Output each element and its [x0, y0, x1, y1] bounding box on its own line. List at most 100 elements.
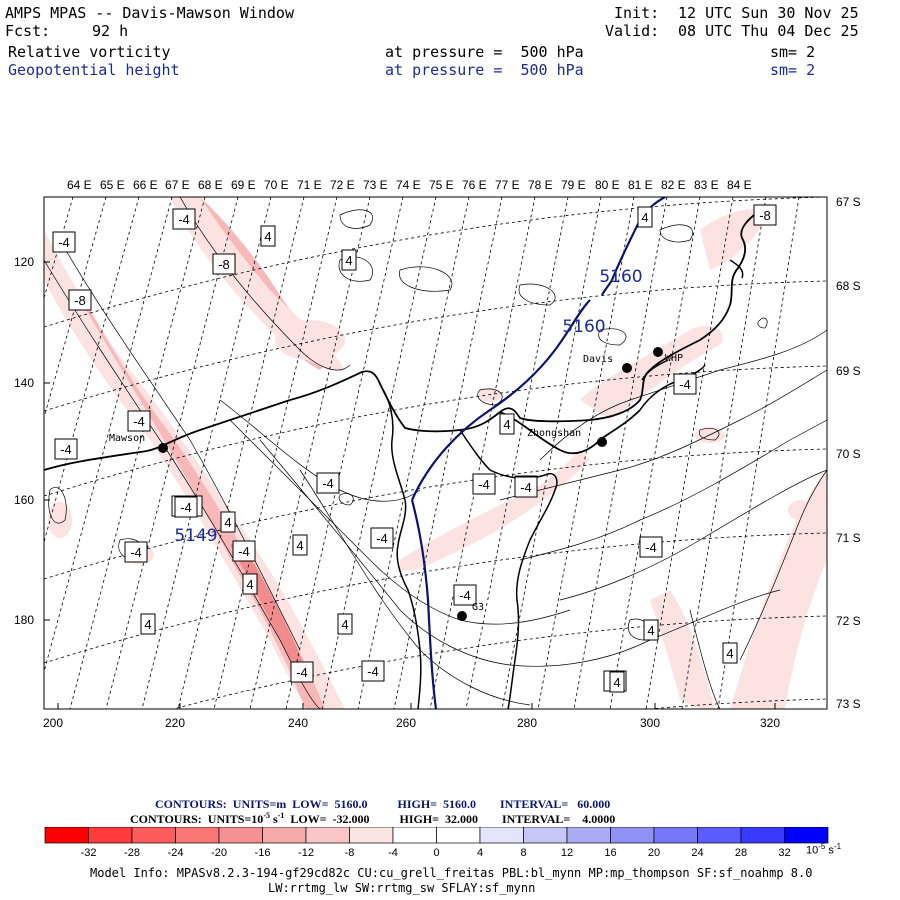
svg-text:4: 4: [647, 623, 654, 638]
colorbar-swatch: [262, 827, 307, 844]
meridian-line: [249, 197, 371, 709]
svg-text:-4: -4: [478, 477, 490, 492]
vort-contour-label: 4: [609, 671, 625, 693]
lon-label: 78 E: [528, 178, 553, 192]
station-dot-whp: [653, 347, 663, 357]
x-tick-label: 200: [43, 716, 64, 730]
vorticity-labels: -4-444-8-8-44-8-4-44-4-4-8-124-44-4-44-4…: [52, 204, 777, 693]
lon-label: 79 E: [561, 178, 586, 192]
vort-contour-label: -4: [316, 472, 340, 494]
vorticity-shading: [44, 197, 827, 709]
height-labels: 5160 5160 5149: [174, 267, 642, 546]
meridian-line: [609, 197, 701, 709]
vort-contour-label: 4: [140, 613, 156, 635]
field1-name: Relative vorticity: [8, 43, 171, 61]
lat-label: 71 S: [836, 531, 861, 545]
svg-text:4: 4: [613, 675, 620, 690]
svg-text:4: 4: [341, 617, 348, 632]
vort-contour-label: -4: [361, 660, 385, 682]
vort-contour-legend: CONTOURS: UNITS=10-5 s-1 LOW= -32.000 HI…: [130, 811, 616, 826]
vort-patch-small3: [478, 388, 502, 402]
station-label-davis: Davis: [583, 354, 614, 365]
svg-text:-4: -4: [178, 212, 190, 227]
colorbar-tick-label: -16: [254, 847, 271, 859]
vort-band-east: [650, 590, 715, 709]
vort-contour-label: 4: [260, 225, 276, 247]
svg-text:-8: -8: [759, 208, 771, 223]
fcst-label: Fcst:: [5, 22, 51, 40]
meridian-line: [537, 197, 635, 709]
height-contour-label: 5149: [174, 526, 217, 546]
colorbar-swatch: [784, 827, 829, 844]
lat-label: 68 S: [836, 279, 861, 293]
colorbar-tick-label: 28: [734, 847, 748, 859]
lon-label: 77 E: [495, 178, 520, 192]
svg-text:4: 4: [296, 538, 303, 553]
svg-text:-4: -4: [60, 442, 72, 457]
vort-contour-label: -4: [232, 540, 256, 562]
vort-contour-label: -4: [127, 410, 151, 432]
vort-contour-label: -8: [68, 289, 92, 311]
colorbar: [44, 827, 829, 844]
colorbar-tick-label: 24: [691, 847, 704, 859]
x-tick-label: 320: [760, 716, 781, 730]
vort-contour-label: -4: [172, 208, 196, 230]
parallel-line: [44, 448, 827, 580]
vort-contour-label: 4: [337, 613, 353, 635]
x-tick-label: 280: [517, 716, 538, 730]
lon-label: 72 E: [330, 178, 355, 192]
x-tick-label: 300: [640, 716, 661, 730]
colorbar-swatch: [88, 827, 133, 844]
vort-band-southeast: [730, 470, 827, 709]
lon-label: 75 E: [429, 178, 454, 192]
x-tick-label: 240: [288, 716, 309, 730]
lon-label: 65 E: [100, 178, 125, 192]
height-contour-legend: CONTOURS: UNITS=m LOW= 5160.0 HIGH= 5160…: [155, 797, 611, 811]
vort-contour-label: -4: [370, 527, 394, 549]
vort-contour-label: -4: [174, 496, 198, 518]
lon-label: 73 E: [363, 178, 388, 192]
parallel-line: [44, 365, 827, 497]
svg-text:-8: -8: [74, 293, 86, 308]
svg-text:-4: -4: [322, 476, 334, 491]
station-markers: [158, 347, 663, 621]
colorbar-swatch: [740, 827, 785, 844]
colorbar-swatch: [523, 827, 568, 844]
lon-label: 67 E: [165, 178, 190, 192]
lon-label: 70 E: [264, 178, 289, 192]
graticule: [44, 197, 827, 709]
field2-name: Geopotential height: [8, 61, 180, 79]
height-contour-label: 5160: [599, 267, 642, 287]
vort-patch-davis: [580, 325, 723, 420]
plot-frame: [43, 196, 828, 710]
parallel-line: [44, 280, 827, 412]
svg-text:4: 4: [144, 617, 151, 632]
vort-patch-zhongshan: [400, 450, 590, 571]
svg-text:4: 4: [246, 577, 253, 592]
lon-label: 69 E: [231, 178, 256, 192]
station-dot-mawson: [158, 443, 168, 453]
svg-text:-4: -4: [645, 540, 657, 555]
svg-text:4: 4: [345, 253, 352, 268]
colorbar-swatch: [697, 827, 742, 844]
fcst-value: 92 h: [92, 22, 129, 40]
vort-contour-label: -4: [124, 541, 148, 563]
vort-contour-label: -4: [472, 473, 496, 495]
vort-contour-label: 4: [643, 619, 659, 641]
colorbar-tick-label: -12: [298, 847, 314, 859]
x-tick-label: 220: [165, 716, 186, 730]
meridian-line: [105, 197, 239, 709]
y-tick-label: 180: [14, 613, 35, 627]
colorbar-tick-label: -8: [344, 847, 355, 859]
vort-contour-label: -4: [290, 661, 314, 683]
svg-text:-4: -4: [180, 500, 192, 515]
vort-contour-label: 4: [341, 249, 357, 271]
vort-contour-label: -4: [52, 231, 76, 253]
colorbar-swatch: [44, 827, 89, 844]
svg-text:-4: -4: [296, 665, 308, 680]
vort-contour-label: -4: [54, 438, 78, 460]
colorbar-swatch: [218, 827, 263, 844]
colorbar-tick-label: -32: [80, 847, 97, 859]
station-dot-davis: [622, 363, 632, 373]
model-physics: LW:rrtmg_lw SW:rrtmg_sw SFLAY:sf_mynn: [268, 881, 536, 895]
